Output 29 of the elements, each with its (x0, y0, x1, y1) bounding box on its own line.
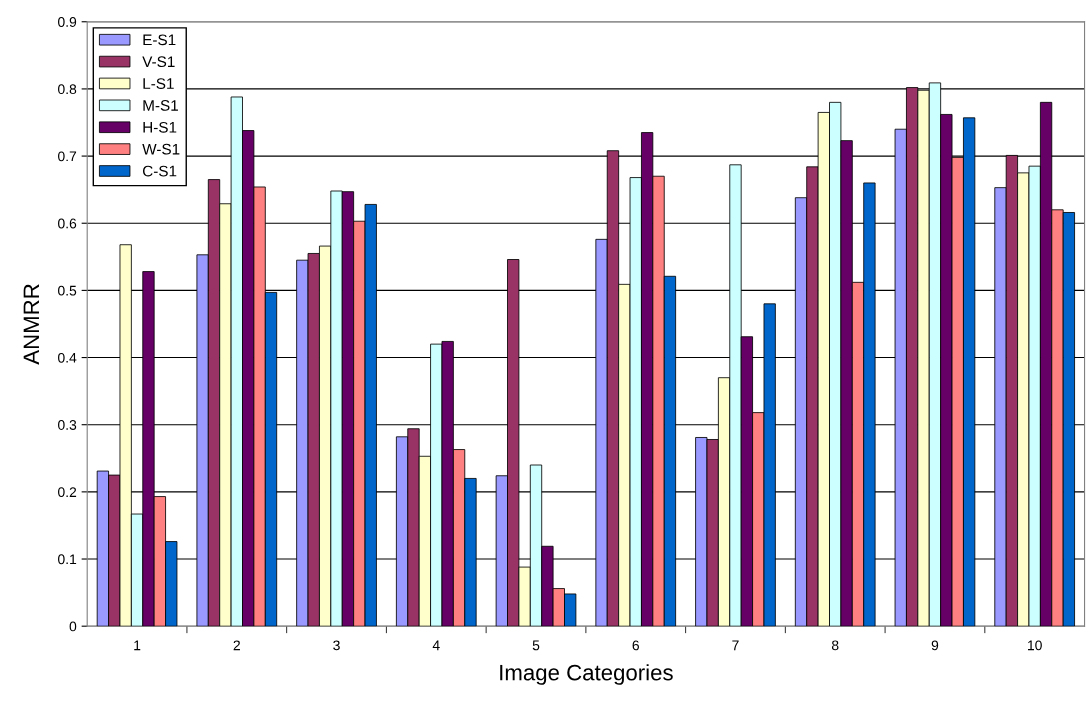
y-tick-label: 0.9 (58, 17, 77, 27)
x-tick-label: 6 (632, 640, 639, 651)
y-tick-label: 0.8 (58, 84, 77, 95)
legend-label: C-S1 (142, 165, 177, 177)
x-tick-label: 8 (831, 640, 839, 651)
x-tick-label: 3 (333, 640, 340, 651)
x-tick-label: 5 (532, 640, 540, 651)
x-tick-label: 10 (1028, 640, 1042, 651)
x-axis-title: Image Categories (500, 664, 673, 685)
x-tick-label: 1 (134, 640, 141, 651)
legend-label: V-S1 (142, 56, 175, 68)
x-tick-label: 7 (732, 640, 739, 651)
y-tick-label: 0.1 (58, 554, 77, 565)
y-tick-label: 0.3 (58, 420, 77, 430)
x-tick-label: 2 (233, 640, 240, 651)
y-tick-label: 0.5 (58, 285, 77, 296)
legend-label: H-S1 (143, 121, 177, 133)
legend-label: W-S1 (142, 143, 180, 155)
y-tick-label: 0.6 (58, 218, 77, 229)
legend-label: L-S1 (143, 78, 174, 89)
y-tick-label: 0.7 (58, 151, 77, 162)
legend-label: M-S1 (143, 100, 178, 111)
x-tick-label: 4 (432, 640, 440, 651)
legend-label: E-S1 (143, 34, 176, 46)
y-axis-title: ANMRR (23, 284, 39, 365)
y-tick-label: 0 (69, 621, 77, 632)
y-tick-label: 0.2 (58, 487, 77, 498)
y-tick-label: 0.4 (58, 352, 77, 363)
x-tick-label: 9 (931, 640, 939, 651)
